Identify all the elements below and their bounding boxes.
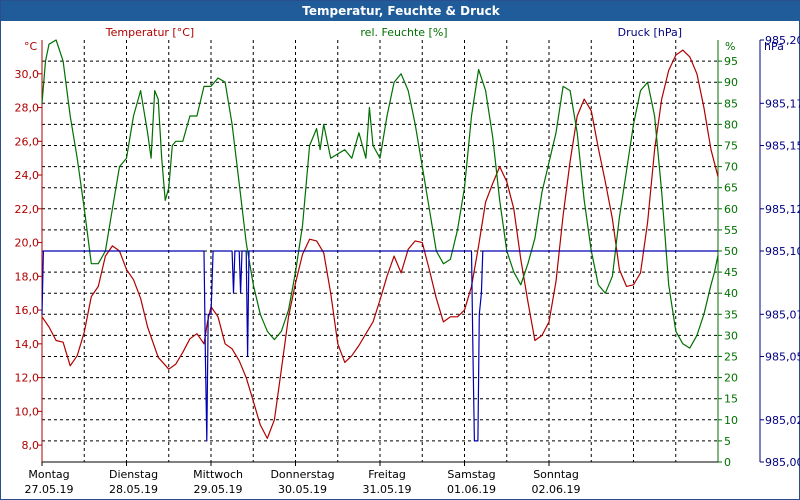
tick-label-temperature: 14,0 [15, 338, 40, 351]
unit-pressure: hPa [764, 40, 784, 53]
tick-label-humidity: 95 [724, 55, 738, 68]
x-label-date: 31.05.19 [363, 483, 412, 496]
unit-temperature: °C [24, 40, 38, 53]
tick-label-humidity: 15 [724, 393, 738, 406]
tick-label-humidity: 45 [724, 266, 738, 279]
tick-label-humidity: 10 [724, 414, 738, 427]
chart-title: Temperatur, Feuchte & Druck [1, 1, 800, 21]
tick-label-temperature: 22,0 [15, 203, 40, 216]
tick-label-humidity: 75 [724, 140, 738, 153]
tick-label-humidity: 50 [724, 245, 738, 258]
series-line [41, 250, 718, 442]
tick-label-temperature: 18,0 [15, 270, 40, 283]
x-label-day: Samstag [447, 468, 495, 481]
tick-label-humidity: 85 [724, 97, 738, 110]
tick-label-temperature: 8,0 [22, 439, 40, 452]
tick-label-humidity: 0 [724, 456, 731, 469]
tick-label-pressure: 985,00 [765, 456, 800, 469]
tick-label-pressure: 985,07 [765, 308, 800, 321]
series-line [41, 39, 719, 349]
tick-label-temperature: 28,0 [15, 102, 40, 115]
tick-label-temperature: 10,0 [15, 405, 40, 418]
tick-label-temperature: 12,0 [15, 372, 40, 385]
x-label-date: 27.05.19 [25, 483, 74, 496]
x-label-date: 01.06.19 [447, 483, 496, 496]
tick-label-humidity: 30 [724, 329, 738, 342]
tick-label-humidity: 35 [724, 308, 738, 321]
legend-temperature: Temperatur [°C] [105, 26, 194, 39]
x-label-day: Sonntag [533, 468, 579, 481]
tick-label-temperature: 30,0 [15, 68, 40, 81]
tick-label-pressure: 985,20 [765, 34, 800, 47]
x-label-day: Dienstag [109, 468, 158, 481]
tick-label-humidity: 70 [724, 161, 738, 174]
x-label-date: 30.05.19 [278, 483, 327, 496]
tick-label-pressure: 985,12 [765, 203, 800, 216]
tick-label-pressure: 985,02 [765, 414, 800, 427]
x-label-day: Montag [28, 468, 69, 481]
x-label-date: 28.05.19 [109, 483, 158, 496]
tick-label-pressure: 985,05 [765, 351, 800, 364]
series-line [41, 49, 719, 439]
tick-label-humidity: 20 [724, 372, 738, 385]
tick-label-humidity: 60 [724, 203, 738, 216]
x-label-day: Mittwoch [193, 468, 243, 481]
x-label-day: Freitag [368, 468, 406, 481]
tick-label-humidity: 65 [724, 182, 738, 195]
x-label-date: 29.05.19 [194, 483, 243, 496]
tick-label-humidity: 80 [724, 118, 738, 131]
x-label-day: Donnerstag [270, 468, 334, 481]
tick-label-pressure: 985,15 [765, 140, 800, 153]
tick-label-pressure: 985,17 [765, 97, 800, 110]
tick-label-temperature: 20,0 [15, 237, 40, 250]
tick-label-temperature: 24,0 [15, 169, 40, 182]
tick-label-humidity: 25 [724, 351, 738, 364]
x-label-date: 02.06.19 [532, 483, 581, 496]
legend-humidity: rel. Feuchte [%] [360, 26, 447, 39]
tick-label-humidity: 5 [724, 435, 731, 448]
tick-label-humidity: 55 [724, 224, 738, 237]
legend-pressure: Druck [hPa] [618, 26, 682, 39]
tick-label-humidity: 40 [724, 287, 738, 300]
tick-label-temperature: 26,0 [15, 135, 40, 148]
tick-label-pressure: 985,10 [765, 245, 800, 258]
tick-label-temperature: 16,0 [15, 304, 40, 317]
tick-label-humidity: 90 [724, 76, 738, 89]
unit-humidity: % [725, 40, 735, 53]
